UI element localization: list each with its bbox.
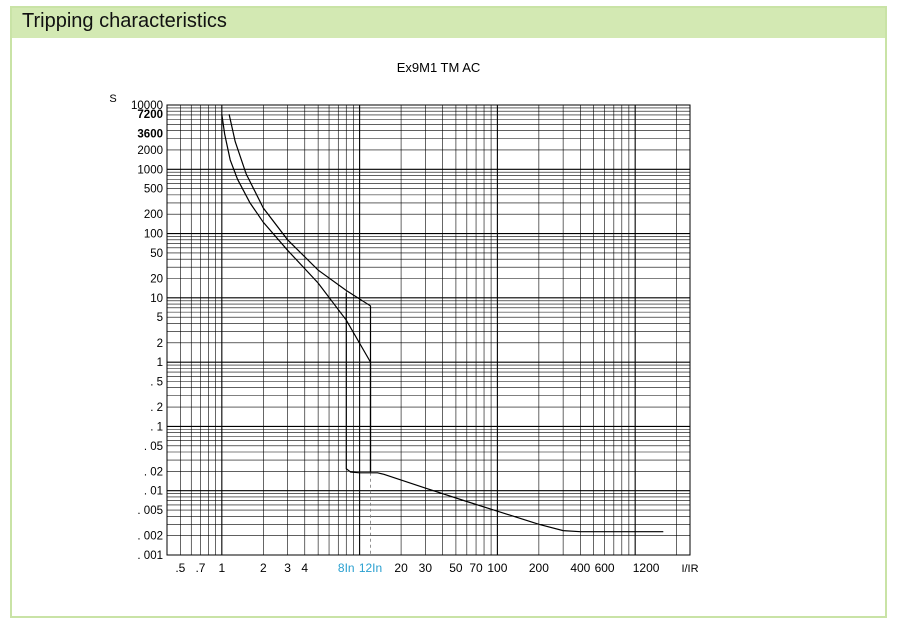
x-tick-label: 3 [284,561,291,575]
y-tick-label: . 005 [137,505,163,517]
x-tick-label: .5 [175,561,185,575]
y-tick-label: . 1 [150,421,163,433]
x-axis-label: I/IR [681,563,698,575]
y-tick-label: . 002 [137,531,163,543]
y-tick-label: 100 [144,229,163,241]
y-tick-label: 20 [150,274,163,286]
trip-curve-line [345,292,371,474]
y-tick-label: 5 [157,312,163,324]
x-tick-label: 4 [301,561,308,575]
y-tick-label: . 001 [137,550,163,562]
x-tick-label: 200 [529,561,549,575]
y-tick-label: 7200 [137,109,163,121]
y-tick-label: 3600 [137,129,163,141]
trip-curve-line [228,114,372,473]
x-tick-label: 20 [394,561,408,575]
y-tick-label: 10000 [131,100,163,112]
y-tick-label: 2 [157,338,163,350]
x-tick-label: 8In [338,561,355,575]
chart-title: Ex9M1 TM AC [397,60,481,75]
y-tick-label: . 05 [144,441,163,453]
x-tick-label: 2 [260,561,267,575]
y-tick-label: . 01 [144,486,163,498]
x-tick-label: .7 [195,561,205,575]
y-tick-label: 200 [144,209,163,221]
panel-header: Tripping characteristics [12,8,885,38]
y-tick-label: 50 [150,248,163,260]
panel-title: Tripping characteristics [22,10,227,32]
y-tick-label: . 2 [150,402,163,414]
y-tick-label: 1000 [137,164,163,176]
y-tick-label: 1 [157,357,163,369]
x-tick-label: 30 [419,561,433,575]
x-tick-label: 1 [218,561,225,575]
y-axis-label: S [109,93,116,105]
x-tick-label: 600 [595,561,615,575]
y-tick-label: 10 [150,293,163,305]
trip-curve-line [370,472,664,533]
x-tick-label: 400 [570,561,590,575]
y-tick-label: . 02 [144,466,163,478]
trip-curve-line [221,114,372,473]
y-tick-label: 500 [144,184,163,196]
y-tick-label: 2000 [137,145,163,157]
x-tick-label: 100 [487,561,507,575]
y-tick-label: . 5 [150,376,163,388]
x-tick-label: 1200 [633,561,660,575]
x-tick-label: 12In [359,561,382,575]
x-tick-label: 50 [449,561,463,575]
x-tick-label: 70 [469,561,483,575]
